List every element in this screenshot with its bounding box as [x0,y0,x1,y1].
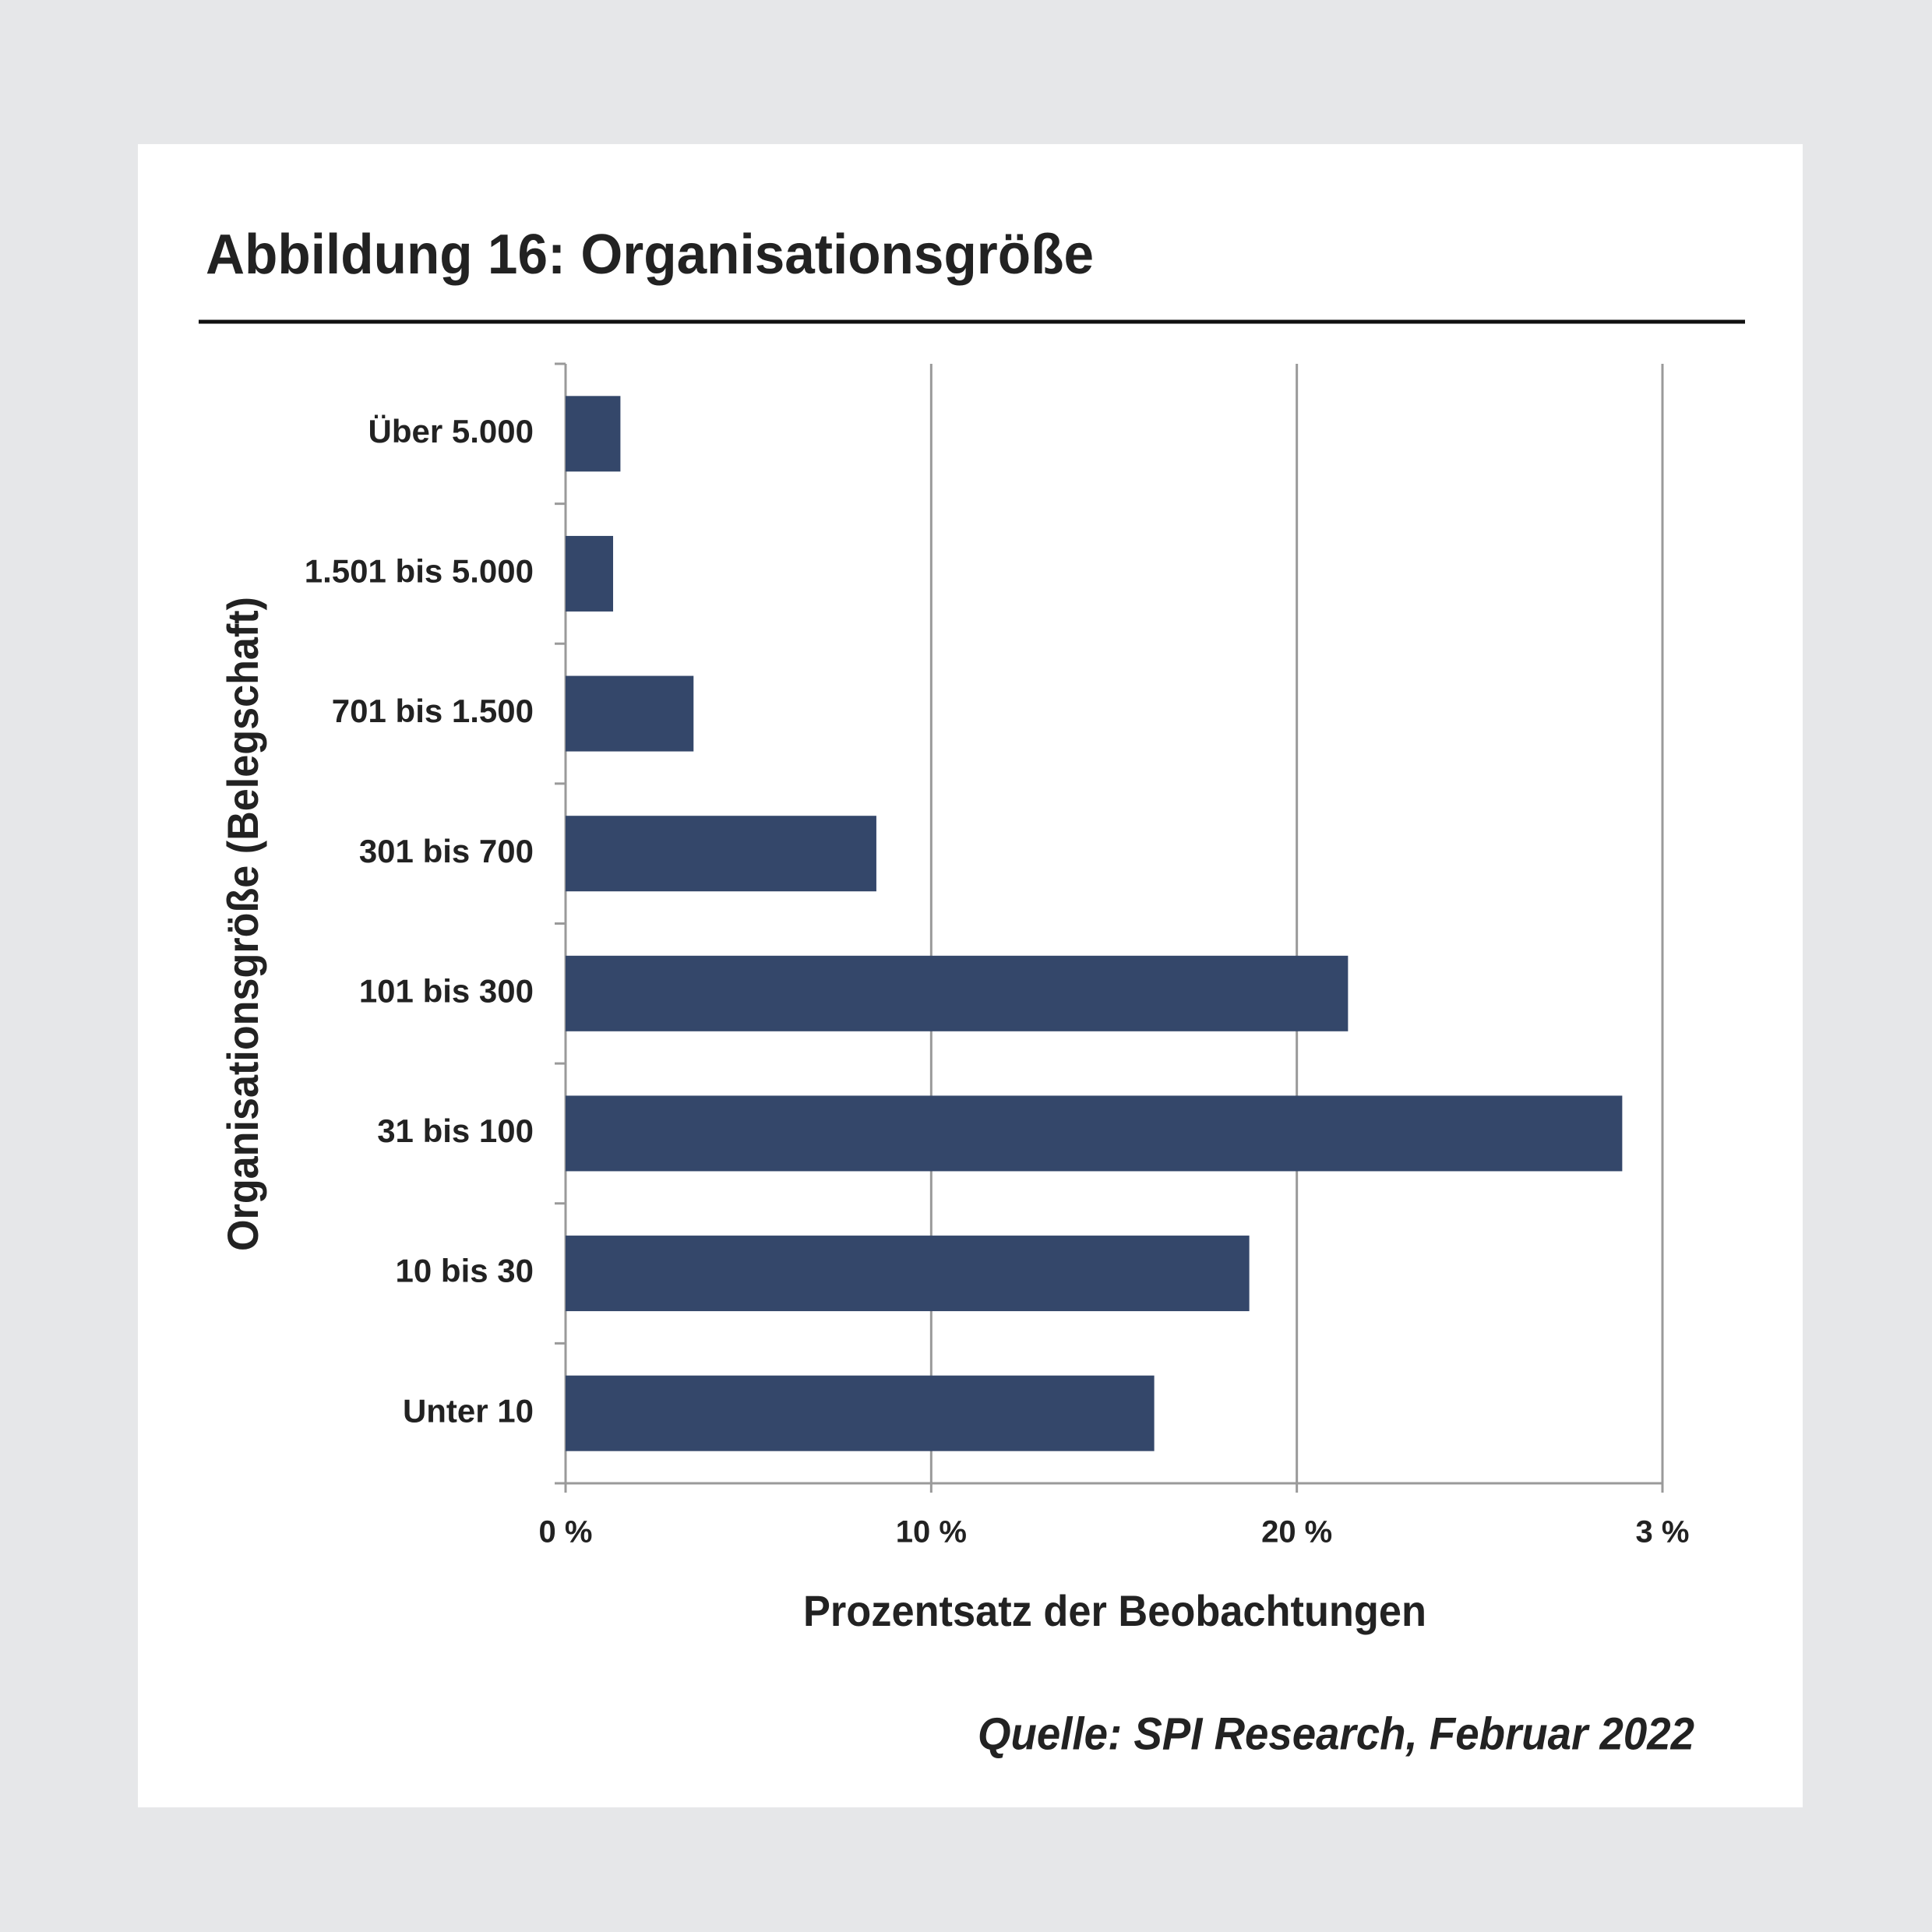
bar [566,1236,1250,1312]
y-tick-label: 1.501 bis 5.000 [305,553,534,590]
bar [566,396,621,472]
y-axis-title: Organisationsgröße (Belegschaft) [218,597,267,1251]
y-tick-label: 31 bis 100 [377,1112,534,1149]
bar [566,535,614,612]
y-tick-label: 301 bis 700 [359,833,534,869]
bar [566,1375,1155,1451]
x-tick-label: 20 % [1261,1515,1332,1549]
y-tick-label: 10 bis 30 [396,1253,534,1289]
source-note: Quelle: SPI Research, Februar 2022 [978,1708,1694,1759]
bar [566,1095,1623,1172]
x-tick-label: 10 % [896,1515,967,1549]
bar [566,955,1349,1031]
bar [566,675,694,752]
y-tick-label: 701 bis 1.500 [332,693,534,729]
y-tick-label: 101 bis 300 [359,972,534,1009]
x-tick-label: 0 % [539,1515,593,1549]
chart-title: Abbildung 16: Organisationsgröße [206,224,1094,286]
bar [566,816,876,892]
y-tick-label: Unter 10 [403,1392,534,1429]
x-tick-label: 3 % [1636,1515,1690,1549]
y-tick-label: Über 5.000 [368,413,534,450]
x-axis-title: Prozentsatz der Beobachtungen [803,1586,1426,1635]
